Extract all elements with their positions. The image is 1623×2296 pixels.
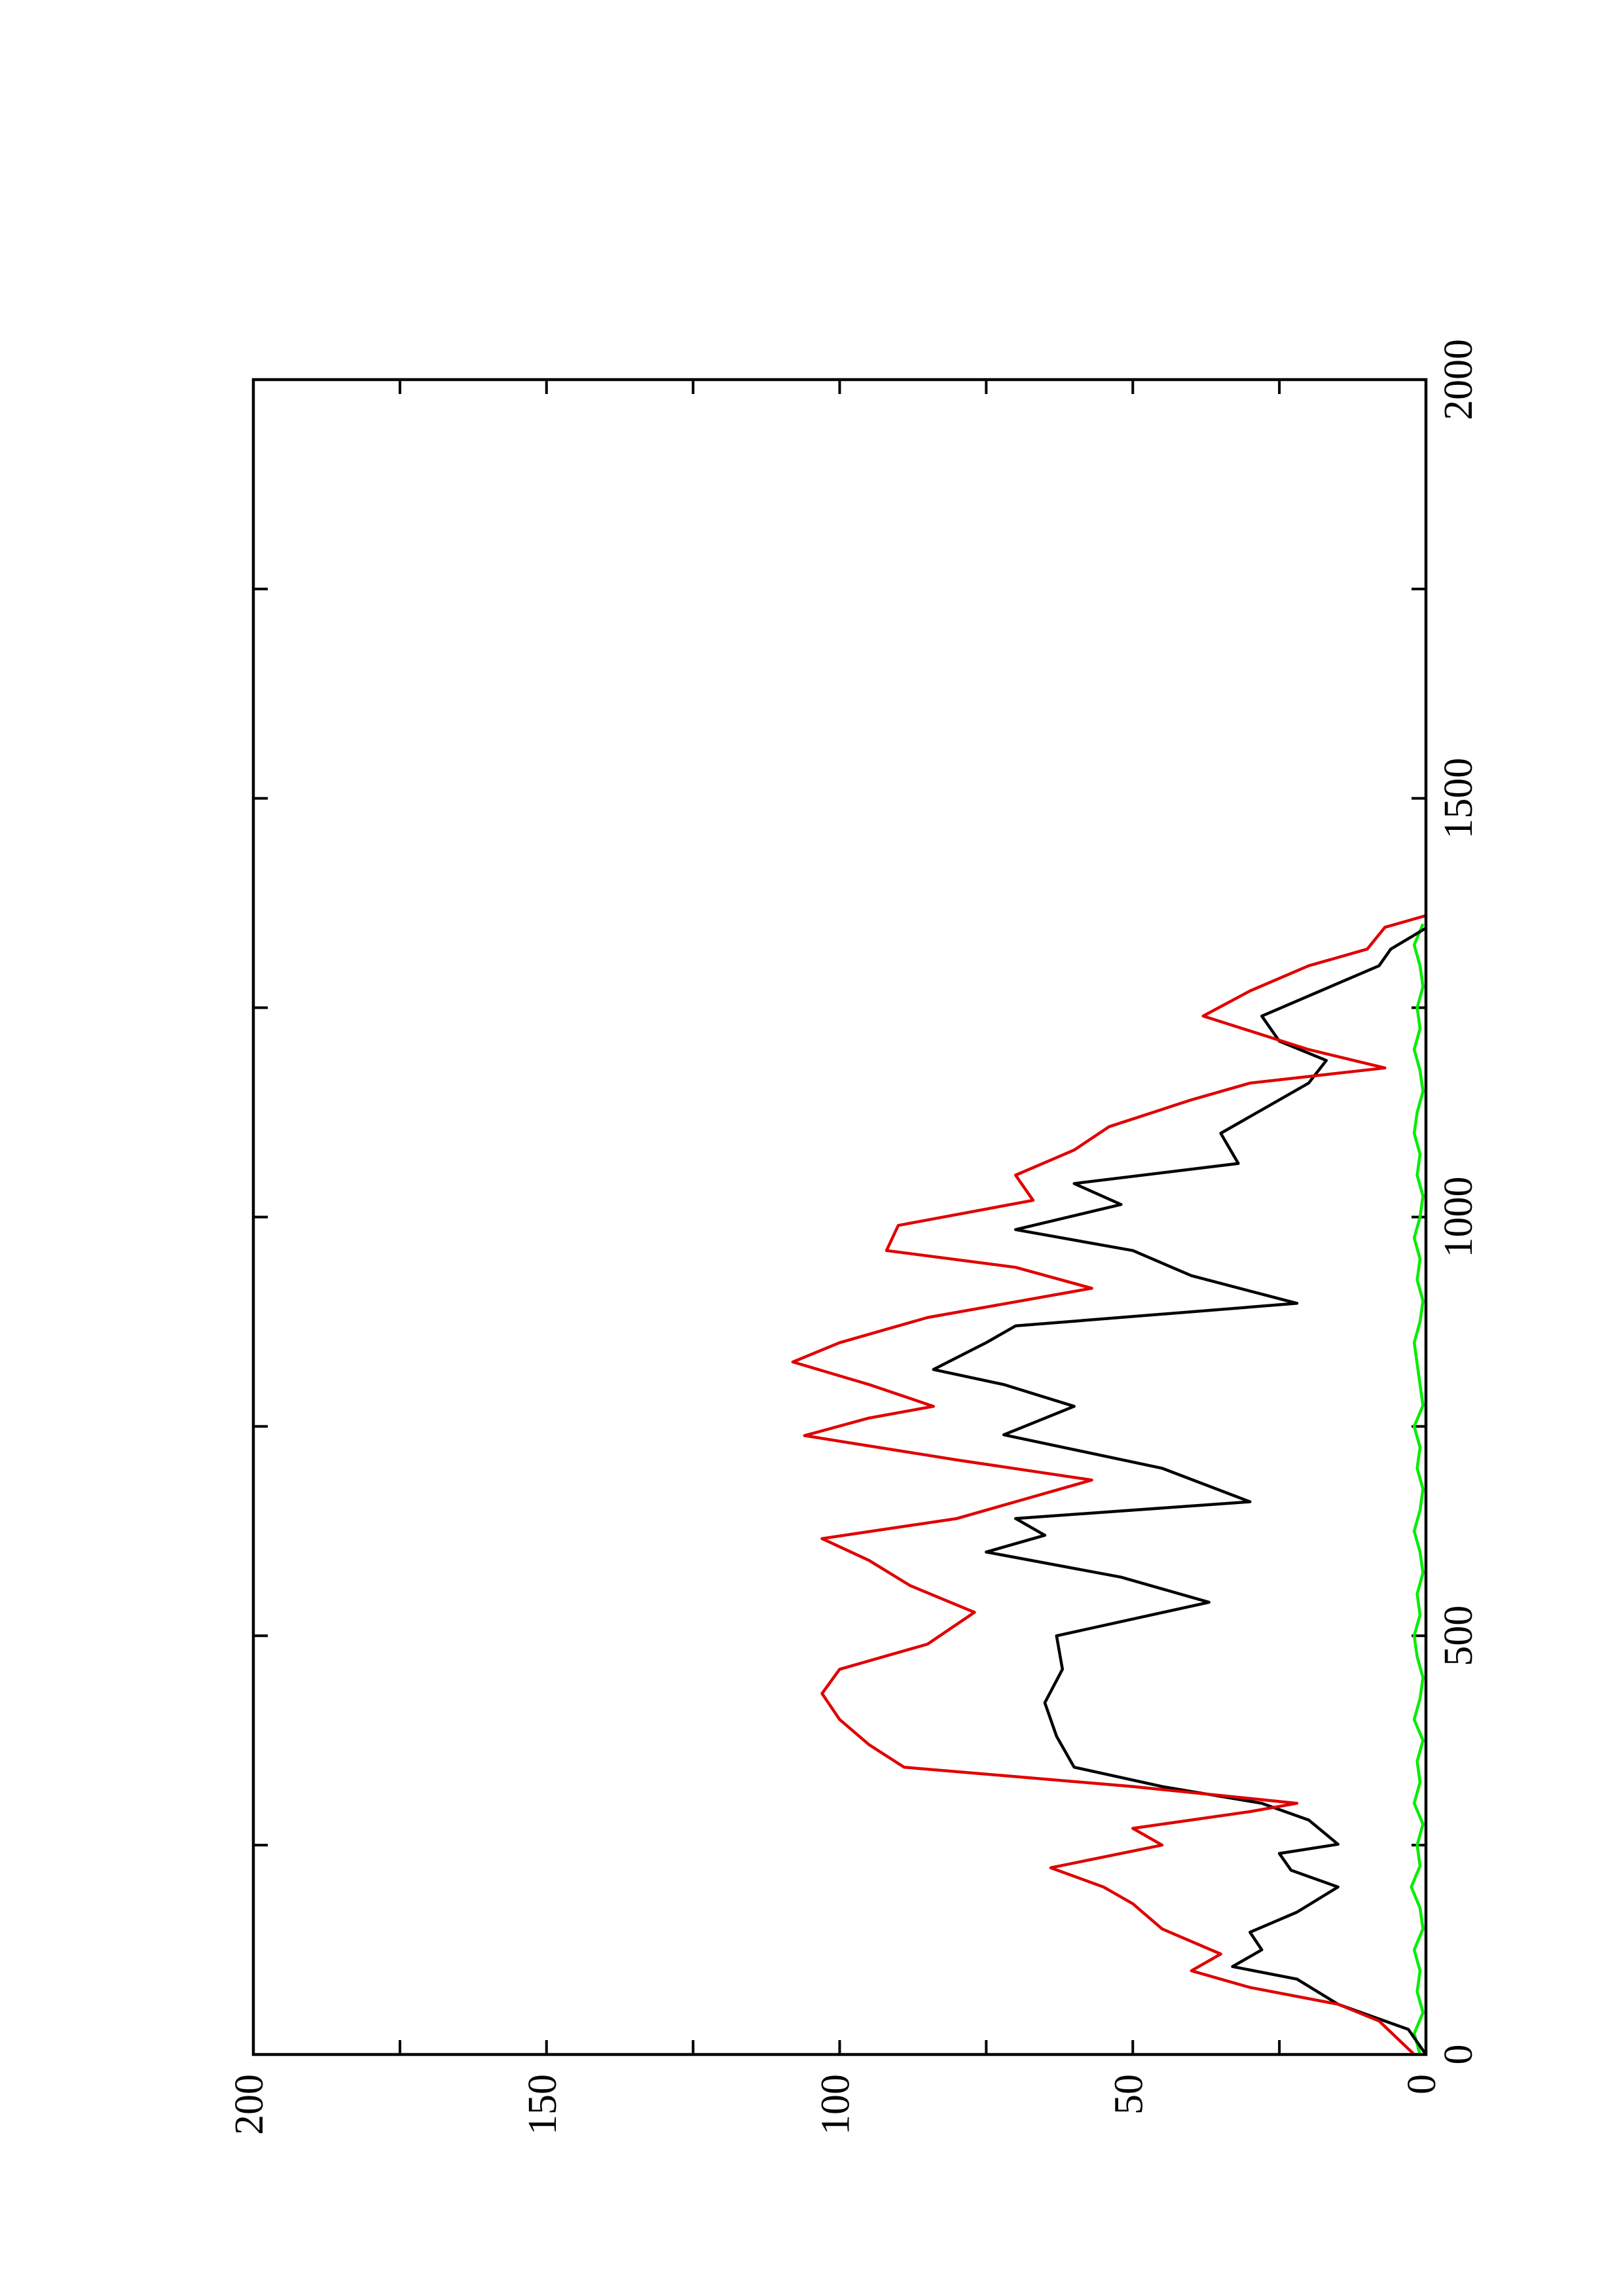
x-tick-label: 2000 (1436, 339, 1481, 420)
y-tick-label: 100 (814, 2074, 858, 2135)
x-tick-label: 1000 (1436, 1177, 1481, 1258)
y-tick-label: 50 (1106, 2074, 1151, 2115)
x-tick-label: 0 (1436, 2045, 1481, 2065)
y-tick-label: 150 (520, 2074, 565, 2135)
plot-frame (251, 378, 1428, 2056)
y-tick-label: 0 (1400, 2074, 1444, 2094)
y-tick-label: 200 (227, 2074, 272, 2135)
x-tick-label: 500 (1436, 1605, 1481, 1666)
series-line (932, 927, 1427, 2056)
x-tick-label: 1500 (1436, 758, 1481, 839)
series-line (791, 914, 1427, 2056)
series-line (1410, 923, 1425, 2055)
